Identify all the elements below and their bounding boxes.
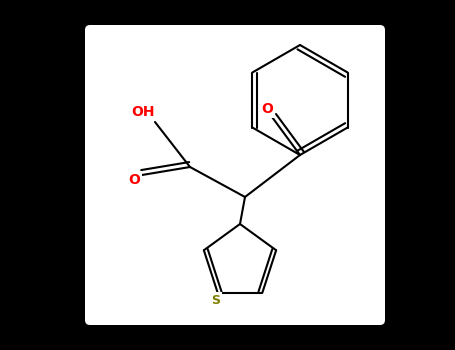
FancyBboxPatch shape — [85, 25, 385, 325]
Text: OH: OH — [131, 105, 155, 119]
Text: O: O — [128, 173, 140, 187]
Text: O: O — [261, 102, 273, 116]
Text: S: S — [211, 294, 220, 307]
